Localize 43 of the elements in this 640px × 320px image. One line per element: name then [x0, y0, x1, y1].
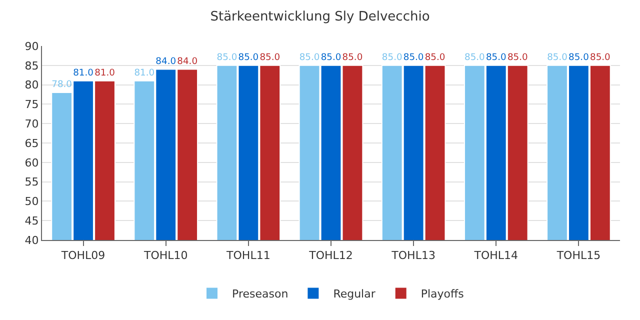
x-tick-label: TOHL13: [390, 249, 436, 262]
data-label: 81.0: [134, 68, 155, 78]
data-label: 81.0: [94, 68, 116, 78]
y-tick-label: 85: [24, 59, 39, 72]
data-label: 85.0: [342, 52, 363, 63]
y-tick-label: 90: [24, 40, 39, 53]
y-tick-label: 40: [24, 234, 39, 247]
y-tick-label: 50: [24, 195, 39, 208]
y-tick-label: 65: [24, 136, 39, 150]
data-label: 78.0: [52, 80, 72, 90]
y-tick-label: 60: [24, 156, 39, 170]
data-label: 85.0: [590, 52, 611, 63]
y-tick-label: 70: [24, 117, 39, 130]
data-label: 85.0: [464, 52, 486, 63]
x-tick-label: TOHL11: [226, 249, 270, 262]
chart-title: Stärkeentwicklung Sly Delvecchio: [210, 9, 430, 24]
y-tick-label: 80: [24, 78, 39, 92]
legend-label: Playoffs: [420, 288, 464, 301]
data-label: 85.0: [260, 52, 280, 63]
data-label: 85.0: [568, 52, 590, 63]
y-tick-label: 45: [24, 214, 39, 228]
data-label: 84.0: [177, 56, 198, 67]
x-tick-label: TOHL15: [556, 249, 601, 262]
x-tick-label: TOHL12: [308, 249, 353, 262]
legend-label: Regular: [333, 288, 376, 301]
data-label: 84.0: [156, 56, 176, 67]
data-label: 85.0: [216, 52, 238, 63]
y-tick-label: 75: [24, 98, 39, 112]
data-label: 85.0: [486, 52, 506, 63]
legend-label: Preseason: [232, 288, 288, 301]
y-tick-label: 55: [24, 176, 39, 189]
x-tick-label: TOHL09: [60, 249, 106, 262]
data-label: 85.0: [424, 52, 446, 63]
data-label: 85.0: [299, 52, 320, 63]
data-label: 81.0: [73, 68, 94, 78]
data-label: 85.0: [382, 52, 402, 63]
data-label: 85.0: [547, 52, 568, 63]
data-label: 85.0: [238, 52, 259, 63]
x-tick-label: TOHL10: [142, 249, 188, 262]
data-label: 85.0: [403, 52, 424, 63]
data-label: 85.0: [507, 52, 528, 63]
data-label: 85.0: [320, 52, 342, 63]
x-tick-label: TOHL14: [473, 249, 518, 262]
